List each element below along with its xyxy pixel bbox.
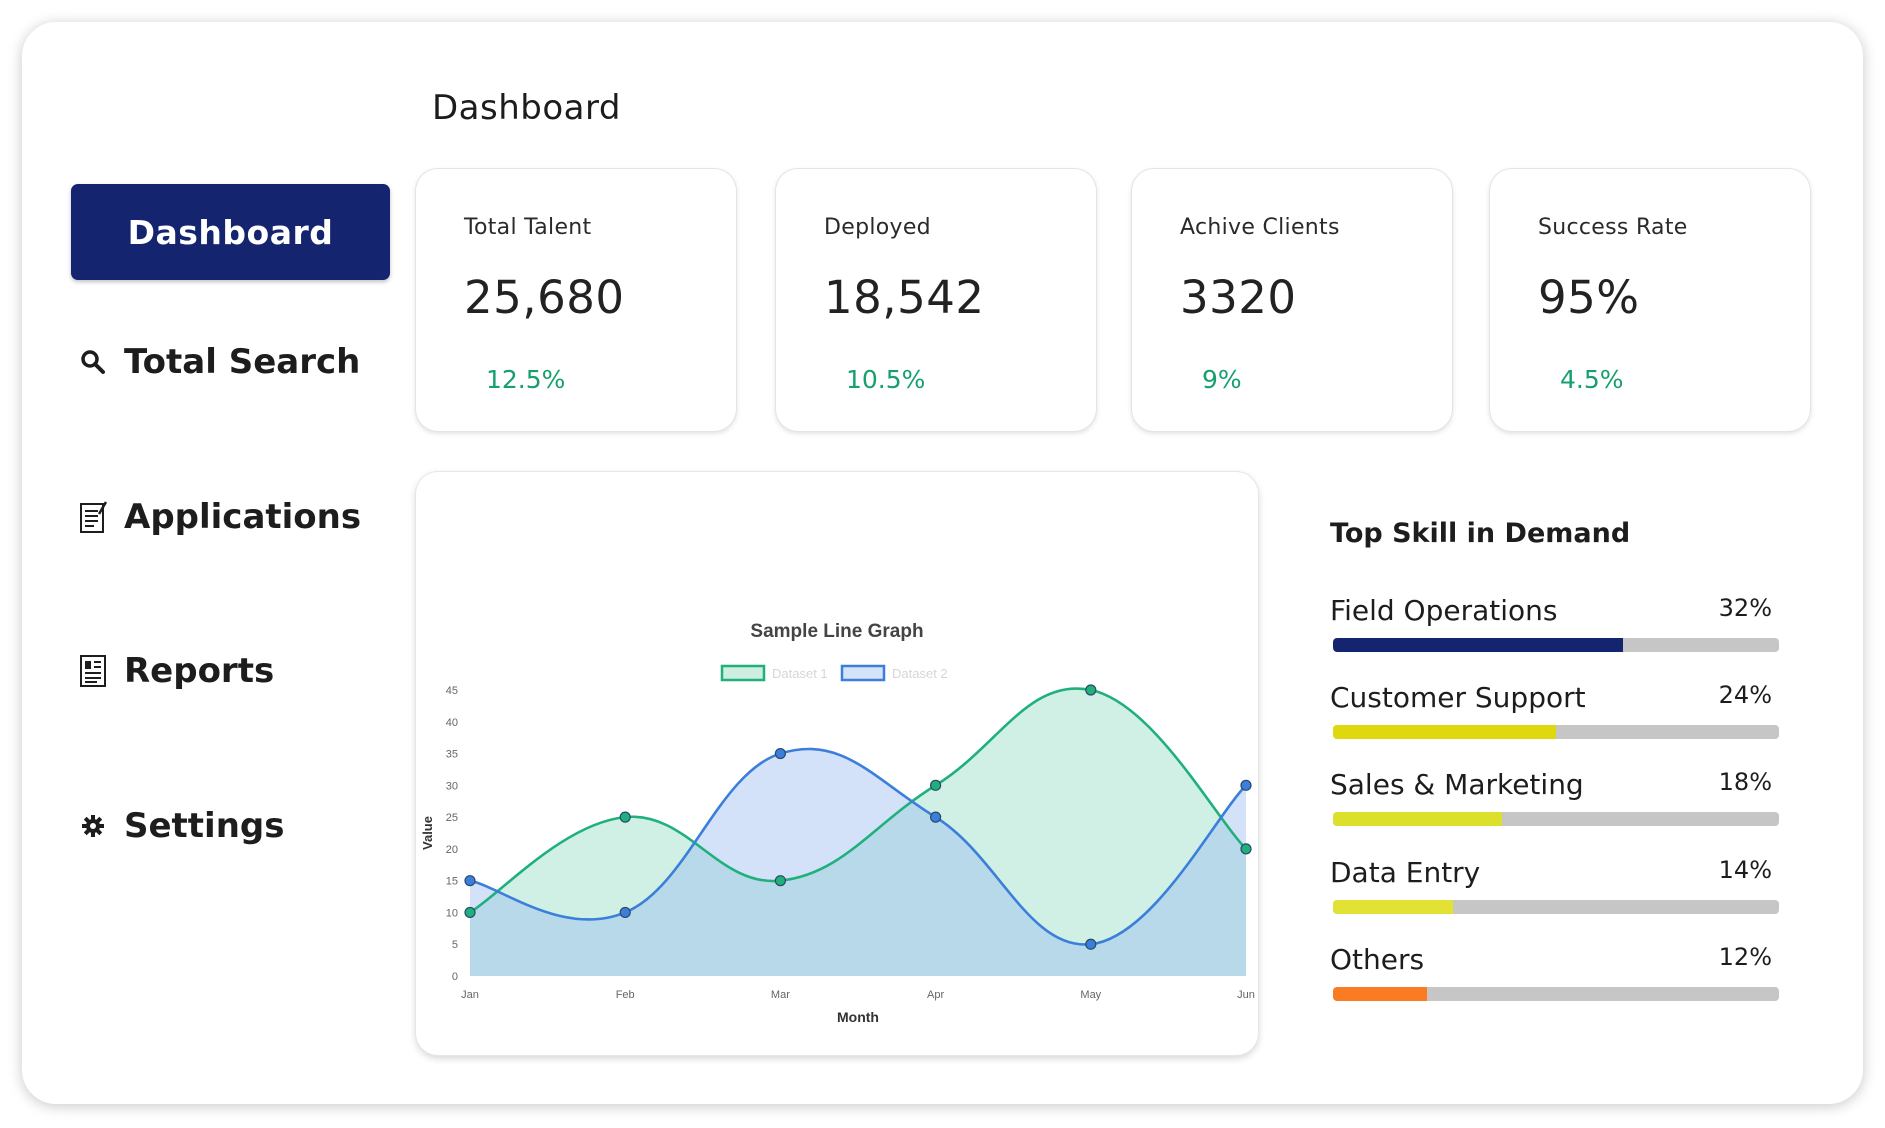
skill-progress-track <box>1333 900 1779 914</box>
skill-name: Field Operations <box>1330 594 1558 627</box>
sidebar-item-total-search[interactable]: Total Search <box>78 342 360 382</box>
skill-percent: 18% <box>1718 768 1772 796</box>
stat-label: Deployed <box>824 215 931 240</box>
data-point <box>1240 779 1252 791</box>
skill-progress-track <box>1333 638 1779 652</box>
sidebar-item-label: Applications <box>124 497 362 537</box>
skill-name: Customer Support <box>1330 681 1586 714</box>
y-tick-label: 35 <box>446 749 458 761</box>
skill-progress-fill <box>1333 725 1556 739</box>
sidebar-item-applications[interactable]: Applications <box>78 497 361 537</box>
stat-delta: 9% <box>1202 365 1242 394</box>
stat-value: 18,542 <box>824 271 985 324</box>
data-point <box>464 906 476 919</box>
skills-title: Top Skill in Demand <box>1330 518 1631 549</box>
chart-title: Sample Line Graph <box>750 621 923 642</box>
stat-value: 3320 <box>1180 271 1297 324</box>
skill-row: Others 12% <box>1330 943 1780 1013</box>
y-tick-label: 20 <box>446 844 458 856</box>
sidebar-item-label: Total Search <box>124 342 361 382</box>
y-tick-label: 45 <box>446 685 458 697</box>
data-point <box>464 875 476 887</box>
stat-card-deployed: Deployed 18,542 10.5% <box>776 169 1096 431</box>
skill-progress-track <box>1333 725 1779 739</box>
x-tick-label: Mar <box>771 989 790 1001</box>
skill-row: Customer Support 24% <box>1330 681 1780 751</box>
sidebar-item-label: Settings <box>124 806 285 846</box>
series-line <box>469 747 1247 946</box>
y-tick-label: 25 <box>446 812 458 824</box>
stat-value: 25,680 <box>464 271 625 324</box>
stat-label: Achive Clients <box>1180 215 1340 240</box>
gear-icon <box>78 808 108 844</box>
sidebar-item-settings[interactable]: Settings <box>78 806 285 846</box>
stat-card-total-talent: Total Talent 25,680 12.5% <box>416 169 736 431</box>
data-point <box>929 811 942 823</box>
line-chart-panel: Sample Line Graph Dataset 1 Dataset 2 0 5 10 1… <box>416 472 1258 1055</box>
stat-value: 95% <box>1538 271 1640 324</box>
page-title: Dashboard <box>432 88 621 128</box>
skill-row: Data Entry 14% <box>1330 856 1780 926</box>
x-tick-label: Apr <box>927 989 944 1001</box>
x-tick-label: Jun <box>1237 989 1255 1001</box>
skill-progress-fill <box>1333 987 1427 1001</box>
data-point <box>1085 938 1097 950</box>
series-area <box>470 748 1246 976</box>
y-tick-label: 10 <box>446 907 458 919</box>
y-tick-label: 0 <box>452 971 458 983</box>
skill-percent: 12% <box>1718 943 1772 971</box>
y-tick-label: 5 <box>452 939 458 951</box>
legend-label: Dataset 1 <box>772 666 828 681</box>
legend-swatch <box>840 664 886 682</box>
reports-icon <box>78 653 108 689</box>
skill-progress-fill <box>1333 812 1503 826</box>
applications-icon <box>78 499 108 535</box>
stat-delta: 12.5% <box>486 365 566 394</box>
stat-delta: 10.5% <box>846 365 926 394</box>
data-point <box>619 906 631 919</box>
x-axis-label: Month <box>837 1009 879 1025</box>
skill-progress-fill <box>1333 900 1454 914</box>
skill-name: Data Entry <box>1330 856 1481 889</box>
x-tick-label: Jan <box>461 989 479 1001</box>
skill-row: Field Operations 32% <box>1330 594 1780 664</box>
skill-percent: 24% <box>1718 681 1772 709</box>
stat-label: Success Rate <box>1538 215 1688 240</box>
stat-card-active-clients: Achive Clients 3320 9% <box>1132 169 1452 431</box>
skill-name: Sales & Marketing <box>1330 768 1584 801</box>
data-point <box>619 811 631 823</box>
sidebar-item-label: Reports <box>124 651 275 691</box>
stat-delta: 4.5% <box>1560 365 1624 394</box>
y-axis-label: Value <box>420 816 435 850</box>
series-area <box>470 688 1246 976</box>
skill-row: Sales & Marketing 18% <box>1330 768 1780 838</box>
data-point <box>774 747 786 760</box>
skill-progress-fill <box>1333 638 1623 652</box>
y-tick-label: 30 <box>446 780 458 792</box>
series-line <box>469 687 1247 914</box>
line-chart: Sample Line Graph Dataset 1 Dataset 2 0 5 10 1… <box>420 621 1255 1025</box>
skill-percent: 32% <box>1718 594 1772 622</box>
sidebar-item-dashboard[interactable]: Dashboard <box>71 184 390 280</box>
data-point <box>1240 843 1252 855</box>
x-tick-label: May <box>1080 989 1101 1001</box>
search-icon <box>78 344 108 380</box>
stat-label: Total Talent <box>464 215 592 240</box>
sidebar-item-label: Dashboard <box>127 212 334 252</box>
y-tick-label: 40 <box>446 717 458 729</box>
skill-progress-track <box>1333 812 1779 826</box>
y-tick-label: 15 <box>446 876 458 888</box>
legend-swatch <box>720 664 766 682</box>
data-point <box>1085 684 1097 696</box>
data-point <box>774 875 786 887</box>
skill-name: Others <box>1330 943 1425 976</box>
data-point <box>929 779 942 791</box>
legend-label: Dataset 2 <box>892 666 948 681</box>
x-tick-label: Feb <box>616 989 635 1001</box>
skill-percent: 14% <box>1718 856 1772 884</box>
skill-progress-track <box>1333 987 1779 1001</box>
stat-card-success-rate: Success Rate 95% 4.5% <box>1490 169 1810 431</box>
sidebar-item-reports[interactable]: Reports <box>78 651 274 691</box>
